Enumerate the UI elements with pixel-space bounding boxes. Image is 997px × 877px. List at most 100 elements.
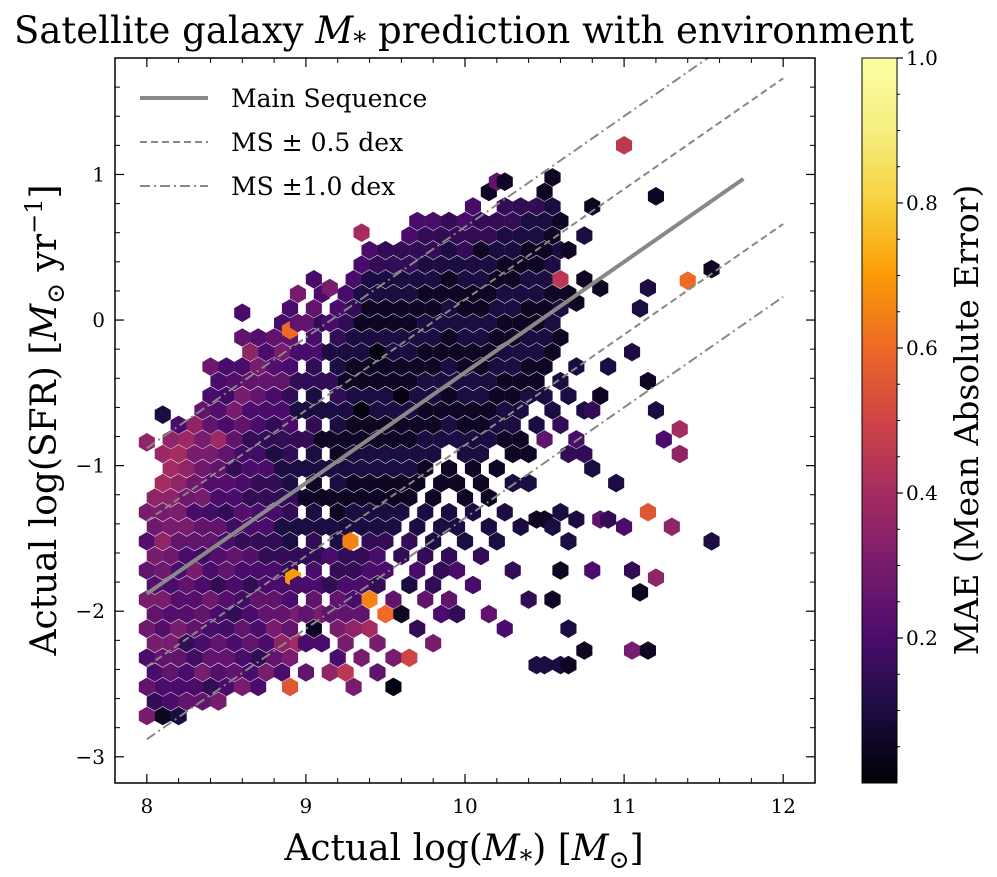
hexbin-cell xyxy=(631,583,649,602)
hexbin-cell xyxy=(266,386,283,406)
hexbin-cell xyxy=(409,444,426,464)
hexbin-cell xyxy=(162,633,179,653)
hexbin-cell xyxy=(472,211,489,231)
hexbin-cell xyxy=(504,473,521,493)
hexbin-cell xyxy=(242,401,259,420)
hexbin-cell xyxy=(274,430,291,449)
hexbin-cell xyxy=(552,415,569,435)
hexbin-cell xyxy=(138,532,155,551)
hexbin-cell xyxy=(433,226,450,245)
hexbin-cell xyxy=(480,226,497,245)
hexbin-cell xyxy=(345,386,362,406)
hexbin-cell xyxy=(361,299,378,318)
hexbin-cell xyxy=(472,240,489,260)
hexbin-cell xyxy=(480,517,497,537)
hexbin-cell xyxy=(305,386,322,406)
hexbin-cell xyxy=(337,342,354,362)
hexbin-cell xyxy=(409,240,426,260)
hexbin-cell xyxy=(441,357,458,376)
hexbin-cell xyxy=(456,444,474,464)
hexbin-cell xyxy=(441,299,458,318)
hexbin-cell xyxy=(305,299,322,318)
hexbin-cell xyxy=(544,197,561,216)
hexbin-cell xyxy=(441,546,458,566)
hexbin-cell xyxy=(202,386,219,406)
hexbin-cell xyxy=(218,590,235,609)
hexbin-cell xyxy=(250,677,267,697)
hexbin-cell xyxy=(639,371,656,391)
colorbar-tick-label: 0.4 xyxy=(906,481,938,505)
hexbin-cell xyxy=(154,706,171,726)
hexbin-cell xyxy=(178,546,195,566)
hexbin-cell xyxy=(234,532,251,551)
hexbin-cell xyxy=(417,430,434,449)
hexbin-cell xyxy=(178,575,195,595)
hexbin-cell xyxy=(496,502,513,522)
hexbin-cell xyxy=(464,197,481,216)
hexbin-cell xyxy=(536,211,553,231)
hexbin-cell xyxy=(242,663,259,682)
hexbin-cell xyxy=(337,430,354,449)
chart-title: Satellite galaxy M* prediction with envi… xyxy=(14,9,914,57)
hexbin-cell xyxy=(234,386,251,406)
hexbin-cell xyxy=(480,255,497,274)
hexbin-cell xyxy=(242,342,259,362)
hexbin-cell xyxy=(329,415,346,435)
hexbin-cell xyxy=(345,619,362,638)
hexbin-cell xyxy=(321,575,338,595)
hexbin-cell xyxy=(353,430,370,449)
hexbin-cell xyxy=(162,430,179,449)
hexbin-cell xyxy=(345,590,362,609)
hexbin-cell xyxy=(305,444,322,464)
hexbin-cell xyxy=(146,546,163,566)
hexbin-cell xyxy=(472,444,489,464)
hexbin-cell xyxy=(297,342,314,362)
hexbin-cell xyxy=(250,386,267,406)
hexbin-cell xyxy=(544,401,561,420)
colorbar-tick-label: 0.8 xyxy=(906,191,938,215)
hexbin-cell xyxy=(226,488,243,507)
hexbin-cell xyxy=(210,546,227,566)
hexbin-cell xyxy=(146,663,163,682)
hexbin-cell xyxy=(369,517,386,537)
hexbin-cell xyxy=(202,473,219,493)
hexbin-cell xyxy=(441,328,458,347)
hexbin-cell xyxy=(250,328,267,347)
x-tick-label: 9 xyxy=(300,794,313,818)
hexbin-cell xyxy=(584,197,601,216)
hexbin-cell xyxy=(639,641,656,660)
y-tick-label: −3 xyxy=(76,745,105,769)
hexbin-cell xyxy=(329,299,346,318)
hexbin-cell xyxy=(234,502,251,522)
hexbin-cell xyxy=(409,299,426,318)
hexbin-cell xyxy=(425,328,442,347)
hexbin-cell xyxy=(242,430,259,449)
hexbin-cell xyxy=(409,473,426,493)
hexbin-cell xyxy=(210,430,227,449)
hexbin-cell xyxy=(520,211,537,231)
hexbin-cell xyxy=(345,357,362,376)
hexbin-cell xyxy=(234,328,251,347)
hexbin-cell xyxy=(631,299,649,318)
hexbin-cell xyxy=(703,259,720,279)
hexbin-cell xyxy=(425,299,442,318)
hexbin-cell xyxy=(472,473,489,493)
hexbin-cell xyxy=(305,415,322,435)
hexbin-cell xyxy=(536,240,553,260)
hexbin-cell xyxy=(250,590,267,609)
hexbin-cell xyxy=(425,357,442,376)
hexbin-cell xyxy=(266,357,283,376)
hexbin-cell xyxy=(321,517,338,537)
hexbin-cell xyxy=(202,415,219,435)
hexbin-cell xyxy=(512,197,529,216)
y-axis-label: Actual log(SFR) [M⊙ yr−1] xyxy=(20,184,70,656)
hexbin-cell xyxy=(520,444,537,464)
hexbin-cell xyxy=(456,270,474,289)
hexbin-cell xyxy=(560,444,577,464)
hexbin-cell xyxy=(576,444,593,464)
hexbin-cell xyxy=(544,226,561,245)
hexbin-cell xyxy=(313,633,330,653)
hexbin-cell xyxy=(345,561,362,580)
hexbin-cell xyxy=(401,313,418,333)
hexbin-cell xyxy=(266,590,283,609)
